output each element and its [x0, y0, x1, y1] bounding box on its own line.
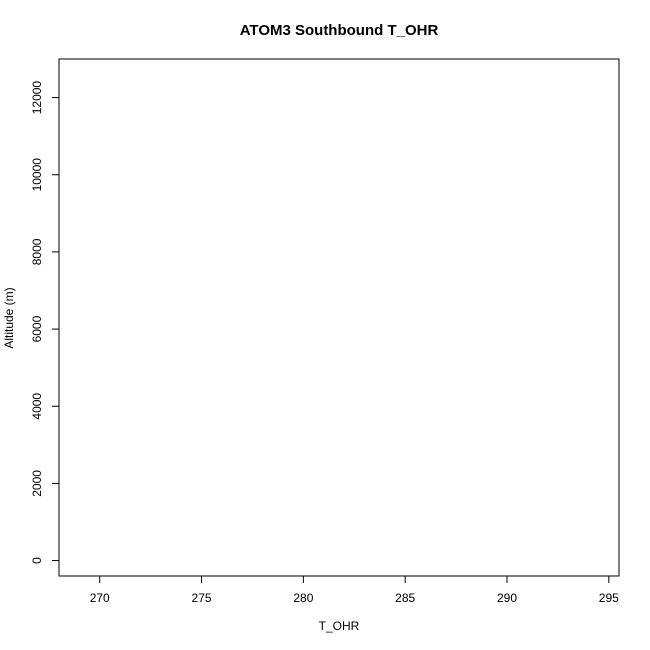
y-tick-label: 10000	[30, 158, 44, 192]
y-tick-label: 6000	[30, 315, 44, 342]
x-tick-label: 270	[90, 591, 110, 605]
y-axis: 0 2000 4000 6000 8000 10000 12000	[30, 81, 59, 564]
x-tick-label: 285	[395, 591, 415, 605]
y-tick-label: 12000	[30, 81, 44, 115]
plot-frame	[58, 58, 620, 577]
y-tick-label: 0	[30, 557, 44, 564]
x-tick-label: 290	[497, 591, 517, 605]
x-tick-label: 295	[599, 591, 619, 605]
chart-title: ATOM3 Southbound T_OHR	[240, 22, 439, 39]
y-tick-label: 4000	[30, 393, 44, 420]
y-axis-label: Altitude (m)	[2, 287, 16, 348]
y-tick-label: 8000	[30, 238, 44, 265]
x-tick-label: 280	[293, 591, 313, 605]
x-tick-label: 275	[192, 591, 212, 605]
y-tick-label: 2000	[30, 470, 44, 497]
x-axis: 270 275 280 285 290 295	[90, 576, 619, 605]
x-axis-label: T_OHR	[319, 619, 360, 633]
